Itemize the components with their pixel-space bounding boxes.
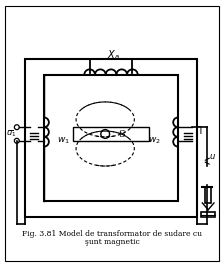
Text: Fig. 3.81 Model de transformator de sudare cu: Fig. 3.81 Model de transformator de suda… xyxy=(22,230,202,238)
Text: S: S xyxy=(118,131,125,139)
Text: $w_1$: $w_1$ xyxy=(57,136,69,146)
Text: şunt magnetic: şunt magnetic xyxy=(85,238,139,246)
Bar xyxy=(201,212,215,217)
Bar xyxy=(25,59,198,217)
Text: $w_2$: $w_2$ xyxy=(148,136,161,146)
Bar xyxy=(44,75,178,201)
Bar xyxy=(73,127,149,141)
Text: $\Pi$: $\Pi$ xyxy=(194,124,202,136)
Bar xyxy=(205,187,211,203)
Text: $u_1$: $u_1$ xyxy=(6,129,16,139)
Text: $u$: $u$ xyxy=(209,152,216,161)
Text: $X_a$: $X_a$ xyxy=(107,48,119,62)
